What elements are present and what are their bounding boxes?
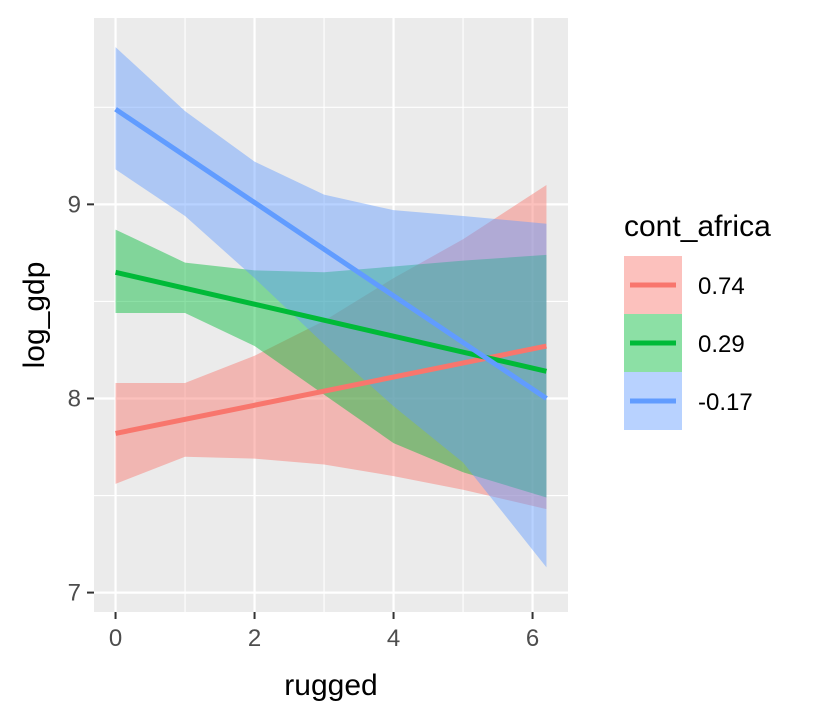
x-axis-title: rugged xyxy=(284,669,377,702)
y-axis-title: log_gdp xyxy=(18,262,51,369)
x-tick-label: 4 xyxy=(387,625,400,652)
fit-lines xyxy=(114,107,548,436)
series-line--0.17 xyxy=(114,107,548,401)
y-tick-label: 7 xyxy=(68,580,81,607)
legend-label--0.17: -0.17 xyxy=(698,389,753,416)
legend-label-0.29: 0.29 xyxy=(698,331,745,358)
grid-minor xyxy=(94,18,568,612)
x-tick-label: 6 xyxy=(526,625,539,652)
series-line-0.74 xyxy=(115,343,547,436)
x-tick-label: 0 xyxy=(109,625,122,652)
series-line-0.29 xyxy=(114,269,548,374)
grid-major xyxy=(94,18,568,612)
legend-title: cont_africa xyxy=(624,210,771,243)
legend: cont_africa 0.74 0.29 -0.17 xyxy=(624,210,771,430)
ribbon--0.17 xyxy=(115,47,547,568)
plot-panel xyxy=(94,18,568,612)
ribbon-0.74 xyxy=(115,184,547,510)
y-tick-label: 9 xyxy=(68,191,81,218)
y-tick-label: 8 xyxy=(68,385,81,412)
axes: 0 2 4 6 7 8 9 xyxy=(68,191,540,652)
legend-label-0.74: 0.74 xyxy=(698,273,745,300)
legend-keys: 0.74 0.29 -0.17 xyxy=(624,256,753,430)
x-tick-label: 2 xyxy=(248,625,261,652)
